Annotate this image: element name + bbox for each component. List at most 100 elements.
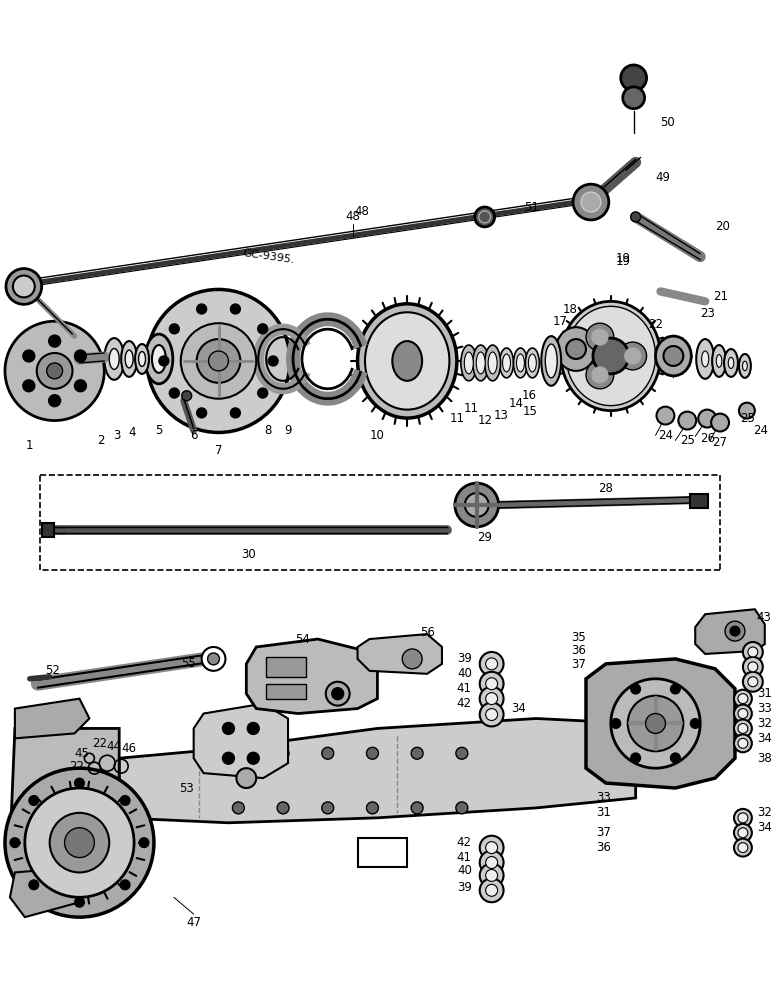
Ellipse shape (528, 354, 537, 372)
Circle shape (197, 408, 207, 418)
Text: 42: 42 (457, 697, 472, 710)
Circle shape (208, 351, 229, 371)
Text: 45: 45 (74, 747, 89, 760)
Text: 22: 22 (92, 737, 107, 750)
Circle shape (730, 626, 740, 636)
Text: 48: 48 (354, 205, 370, 218)
Ellipse shape (138, 352, 145, 366)
Circle shape (623, 87, 645, 109)
Text: 41: 41 (457, 851, 472, 864)
Text: 22: 22 (69, 760, 84, 773)
Circle shape (479, 878, 503, 902)
Circle shape (734, 719, 752, 737)
Circle shape (258, 388, 268, 398)
Text: 9: 9 (284, 424, 292, 437)
Text: 18: 18 (563, 303, 578, 316)
Circle shape (197, 304, 207, 314)
Circle shape (367, 747, 378, 759)
Bar (357, 838, 407, 867)
Ellipse shape (145, 334, 173, 384)
Circle shape (181, 391, 191, 401)
Text: 36: 36 (596, 841, 611, 854)
Text: 19: 19 (616, 255, 631, 268)
Circle shape (456, 747, 468, 759)
Text: 40: 40 (457, 864, 472, 877)
Circle shape (748, 677, 758, 687)
Circle shape (479, 672, 503, 696)
Polygon shape (15, 699, 90, 738)
Text: 34: 34 (512, 702, 527, 715)
Text: 14: 14 (509, 397, 524, 410)
Text: 37: 37 (596, 826, 611, 839)
Ellipse shape (472, 345, 489, 381)
Circle shape (486, 678, 498, 690)
Ellipse shape (121, 341, 137, 377)
Circle shape (147, 289, 290, 432)
Text: 37: 37 (571, 658, 586, 671)
Circle shape (738, 738, 748, 748)
Circle shape (743, 672, 763, 692)
Circle shape (748, 662, 758, 672)
Circle shape (679, 412, 696, 429)
Text: 32: 32 (757, 717, 772, 730)
Circle shape (738, 828, 748, 838)
Circle shape (670, 753, 680, 763)
Circle shape (621, 65, 647, 91)
Text: 16: 16 (521, 389, 537, 402)
Ellipse shape (499, 348, 513, 378)
Polygon shape (246, 639, 378, 714)
Circle shape (277, 802, 289, 814)
Bar (690, 494, 708, 508)
Polygon shape (194, 704, 288, 778)
Circle shape (5, 321, 104, 421)
Circle shape (247, 752, 259, 764)
Circle shape (29, 880, 39, 890)
Text: 56: 56 (420, 626, 435, 639)
Ellipse shape (485, 345, 500, 381)
Ellipse shape (125, 350, 133, 368)
Ellipse shape (556, 327, 596, 371)
Circle shape (49, 395, 60, 407)
Text: 1: 1 (26, 439, 33, 452)
Circle shape (486, 869, 498, 881)
Circle shape (611, 679, 700, 768)
Polygon shape (10, 728, 119, 892)
Circle shape (74, 380, 86, 392)
Circle shape (656, 407, 675, 425)
Ellipse shape (392, 341, 422, 381)
Circle shape (586, 323, 614, 351)
Text: 29: 29 (477, 531, 493, 544)
Bar (266, 657, 306, 677)
Circle shape (486, 693, 498, 705)
Circle shape (332, 688, 344, 700)
Text: 5: 5 (155, 424, 163, 437)
Text: 8: 8 (265, 424, 272, 437)
Circle shape (322, 747, 334, 759)
Circle shape (592, 367, 608, 383)
Circle shape (743, 657, 763, 677)
Text: 31: 31 (596, 806, 611, 819)
Circle shape (725, 621, 745, 641)
Polygon shape (10, 867, 90, 917)
Circle shape (734, 734, 752, 752)
Ellipse shape (541, 336, 561, 386)
Circle shape (322, 802, 334, 814)
Text: 32: 32 (757, 806, 772, 819)
Circle shape (479, 864, 503, 887)
Text: 33: 33 (757, 702, 771, 715)
Circle shape (46, 363, 63, 379)
Ellipse shape (566, 306, 655, 406)
Ellipse shape (739, 354, 751, 378)
Circle shape (232, 747, 244, 759)
Circle shape (479, 687, 503, 711)
Ellipse shape (104, 338, 124, 380)
Circle shape (586, 361, 614, 389)
Ellipse shape (464, 352, 473, 374)
Circle shape (222, 752, 235, 764)
Ellipse shape (135, 344, 149, 374)
Ellipse shape (655, 336, 691, 376)
Circle shape (734, 839, 752, 857)
Circle shape (486, 842, 498, 854)
Text: 22: 22 (648, 318, 663, 331)
Circle shape (739, 403, 755, 419)
